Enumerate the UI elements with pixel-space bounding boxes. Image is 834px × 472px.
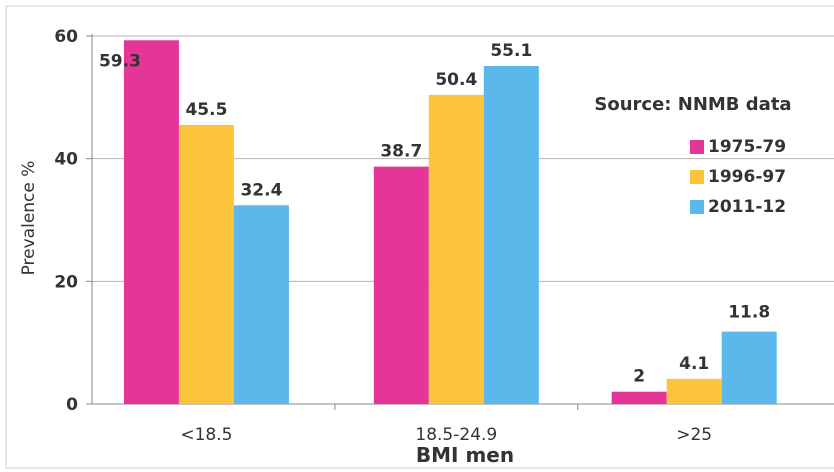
data-label: 55.1 bbox=[490, 41, 532, 61]
bar-1996-97->25 bbox=[666, 378, 722, 404]
y-tick-label: 40 bbox=[54, 150, 78, 170]
legend: 1975-79 1996-97 2011-12 bbox=[690, 137, 786, 217]
legend-label: 2011-12 bbox=[708, 197, 786, 217]
data-label: 50.4 bbox=[435, 70, 477, 90]
bar-2011-12-18.5-24.9 bbox=[483, 66, 539, 404]
bar-2011-12-<18.5 bbox=[233, 205, 289, 404]
data-label: 2 bbox=[633, 367, 645, 387]
data-label: 4.1 bbox=[679, 354, 709, 374]
x-tick-label: 18.5-24.9 bbox=[415, 425, 497, 445]
legend-swatch bbox=[690, 140, 704, 154]
x-axis-label: BMI men bbox=[416, 443, 514, 467]
legend-swatch bbox=[690, 200, 704, 214]
bar-1996-97-18.5-24.9 bbox=[428, 94, 484, 404]
legend-swatch bbox=[690, 170, 704, 184]
legend-label: 1996-97 bbox=[708, 167, 786, 187]
bar-1975-79-<18.5 bbox=[123, 40, 179, 404]
tick-labels: 0 20 40 60 <18.5 18.5-24.9 >25 bbox=[54, 27, 712, 445]
data-labels: 59.3 45.5 32.4 38.7 50.4 55.1 2 4.1 11.8 bbox=[99, 41, 770, 387]
y-axis-label: Prevalence % bbox=[19, 161, 39, 276]
x-tick-label: <18.5 bbox=[180, 425, 232, 445]
data-label: 11.8 bbox=[728, 303, 770, 323]
y-tick-label: 20 bbox=[54, 272, 78, 292]
bar-1975-79-18.5-24.9 bbox=[373, 166, 429, 404]
y-tick-label: 60 bbox=[54, 27, 78, 47]
data-label: 32.4 bbox=[240, 180, 282, 200]
bar-1996-97-<18.5 bbox=[178, 124, 234, 404]
bar-2011-12->25 bbox=[721, 331, 777, 404]
source-annotation: Source: NNMB data bbox=[594, 94, 791, 115]
data-label: 45.5 bbox=[185, 100, 227, 120]
bar-1975-79->25 bbox=[611, 391, 667, 404]
x-tick-label: >25 bbox=[676, 425, 712, 445]
y-tick-label: 0 bbox=[66, 395, 78, 415]
bars bbox=[123, 40, 777, 404]
data-label: 38.7 bbox=[380, 142, 422, 162]
legend-label: 1975-79 bbox=[708, 137, 786, 157]
data-label: 59.3 bbox=[99, 51, 141, 71]
